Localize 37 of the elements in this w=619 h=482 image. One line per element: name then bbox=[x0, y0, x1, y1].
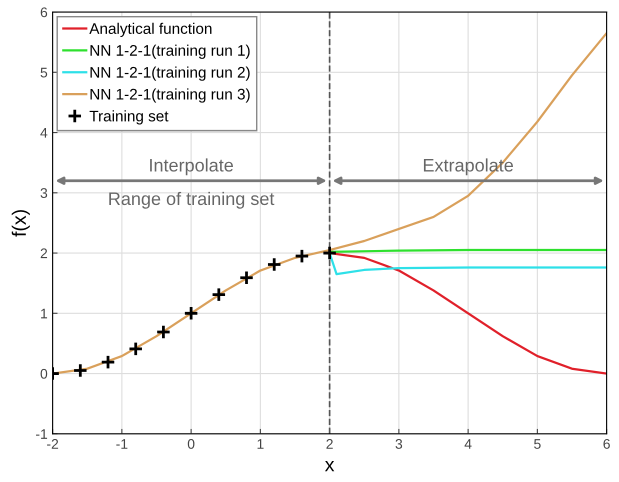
y-tick-label: 0 bbox=[40, 368, 48, 379]
legend-label: NN 1-2-1(training run 3) bbox=[90, 88, 250, 103]
point bbox=[72, 362, 88, 378]
annotation: Interpolate bbox=[150, 158, 233, 176]
y-tick-label: 3 bbox=[40, 188, 48, 198]
x-tick-label: 2 bbox=[326, 439, 333, 449]
point bbox=[294, 248, 310, 264]
x-tick-label: -1 bbox=[116, 439, 128, 449]
point bbox=[322, 245, 338, 261]
legend-label: Analytical function bbox=[89, 22, 212, 37]
legend-label: NN 1-2-1(training run 2) bbox=[90, 66, 250, 81]
y-tick-label: 4 bbox=[40, 128, 48, 138]
y-tick-label: 2 bbox=[40, 248, 48, 258]
y-axis-title: f(x) bbox=[12, 210, 30, 237]
annotation: Range of training set bbox=[109, 192, 274, 209]
x-axis-title: x bbox=[324, 460, 334, 472]
y-tick-label: 6 bbox=[40, 7, 48, 18]
x-tick-label: 1 bbox=[258, 439, 264, 449]
point bbox=[128, 341, 144, 356]
x-tick-label: 5 bbox=[534, 439, 541, 449]
point bbox=[183, 306, 199, 321]
y-tick-label: 5 bbox=[40, 68, 48, 78]
legend-label: Training set bbox=[90, 110, 168, 125]
point bbox=[238, 270, 254, 286]
x-tick-label: 0 bbox=[188, 439, 194, 449]
legend-label: NN 1-2-1(training run 1) bbox=[90, 44, 250, 59]
y-tick-label: -1 bbox=[36, 429, 48, 439]
point bbox=[211, 286, 226, 302]
point bbox=[266, 256, 282, 272]
point bbox=[100, 354, 116, 370]
x-tick-label: 3 bbox=[396, 439, 402, 449]
x-tick-label: 6 bbox=[603, 439, 610, 449]
x-tick-label: -2 bbox=[47, 439, 58, 449]
y-tick-label: 1 bbox=[41, 308, 48, 318]
line-series bbox=[328, 252, 607, 276]
point bbox=[156, 324, 172, 340]
x-tick-label: 4 bbox=[464, 439, 472, 449]
